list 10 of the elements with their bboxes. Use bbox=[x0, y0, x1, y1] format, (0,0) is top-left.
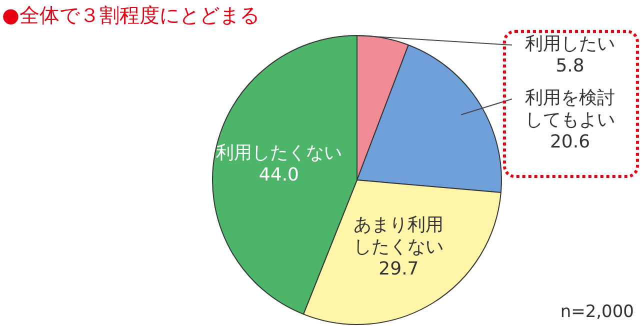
data-label: 29.7 bbox=[378, 258, 419, 280]
slice-label: 利用したくない bbox=[216, 142, 342, 164]
data-label: 44.0 bbox=[258, 164, 299, 186]
chart-title: ●全体で３割程度にとどまる bbox=[2, 2, 260, 29]
data-label: 5.8 bbox=[556, 56, 584, 77]
slice-label: 利用を検討してもよい bbox=[525, 88, 615, 131]
slice-label: 利用したい bbox=[525, 34, 615, 55]
data-label: 20.6 bbox=[550, 132, 590, 153]
slice-label: あまり利用したくない bbox=[354, 214, 444, 258]
text: n=2,000 bbox=[560, 302, 634, 322]
